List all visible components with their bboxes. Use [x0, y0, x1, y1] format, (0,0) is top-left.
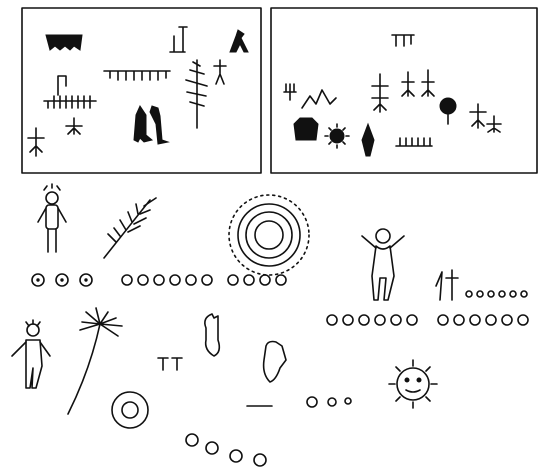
dot-row [306, 396, 352, 408]
branch [103, 197, 157, 259]
hand [246, 340, 287, 407]
dot-row [121, 274, 213, 286]
dot-row [437, 314, 529, 326]
sun-circles [228, 194, 310, 276]
dot-row [185, 433, 267, 467]
dot-row [326, 314, 418, 326]
sun-face [388, 359, 438, 409]
rayed-head-figure [11, 319, 51, 389]
hand [204, 313, 221, 357]
right-rock-panel [270, 7, 538, 174]
dot-row [465, 290, 528, 298]
palm-branch [67, 307, 123, 415]
ring-circle [111, 391, 149, 429]
human-figure [37, 183, 67, 253]
dot-row [227, 274, 287, 286]
tt-glyph [157, 357, 183, 371]
arms-raised-figure [361, 228, 459, 301]
left-rock-panel [21, 7, 262, 174]
dot-row [31, 273, 93, 287]
